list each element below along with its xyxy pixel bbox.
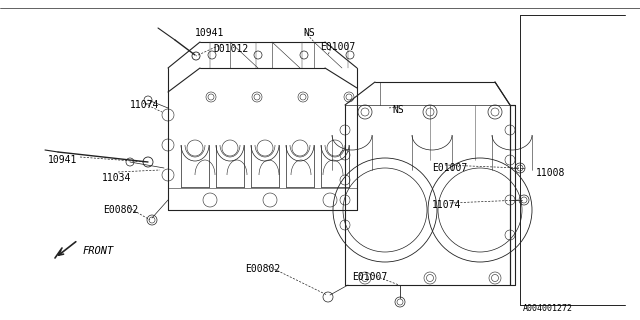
Text: 11074: 11074	[432, 200, 461, 210]
Text: D01012: D01012	[213, 44, 248, 54]
Text: E01007: E01007	[352, 272, 387, 282]
Text: 10941: 10941	[48, 155, 77, 165]
Text: E00802: E00802	[245, 264, 280, 274]
Text: NS: NS	[392, 105, 404, 115]
Text: 11074: 11074	[130, 100, 159, 110]
Text: E01007: E01007	[432, 163, 467, 173]
Text: 11008: 11008	[536, 168, 565, 178]
Text: NS: NS	[303, 28, 315, 38]
Text: A004001272: A004001272	[523, 304, 573, 313]
Text: E00802: E00802	[103, 205, 138, 215]
Text: FRONT: FRONT	[83, 246, 115, 256]
Text: 10941: 10941	[195, 28, 225, 38]
Text: E01007: E01007	[320, 42, 355, 52]
Text: 11034: 11034	[102, 173, 131, 183]
